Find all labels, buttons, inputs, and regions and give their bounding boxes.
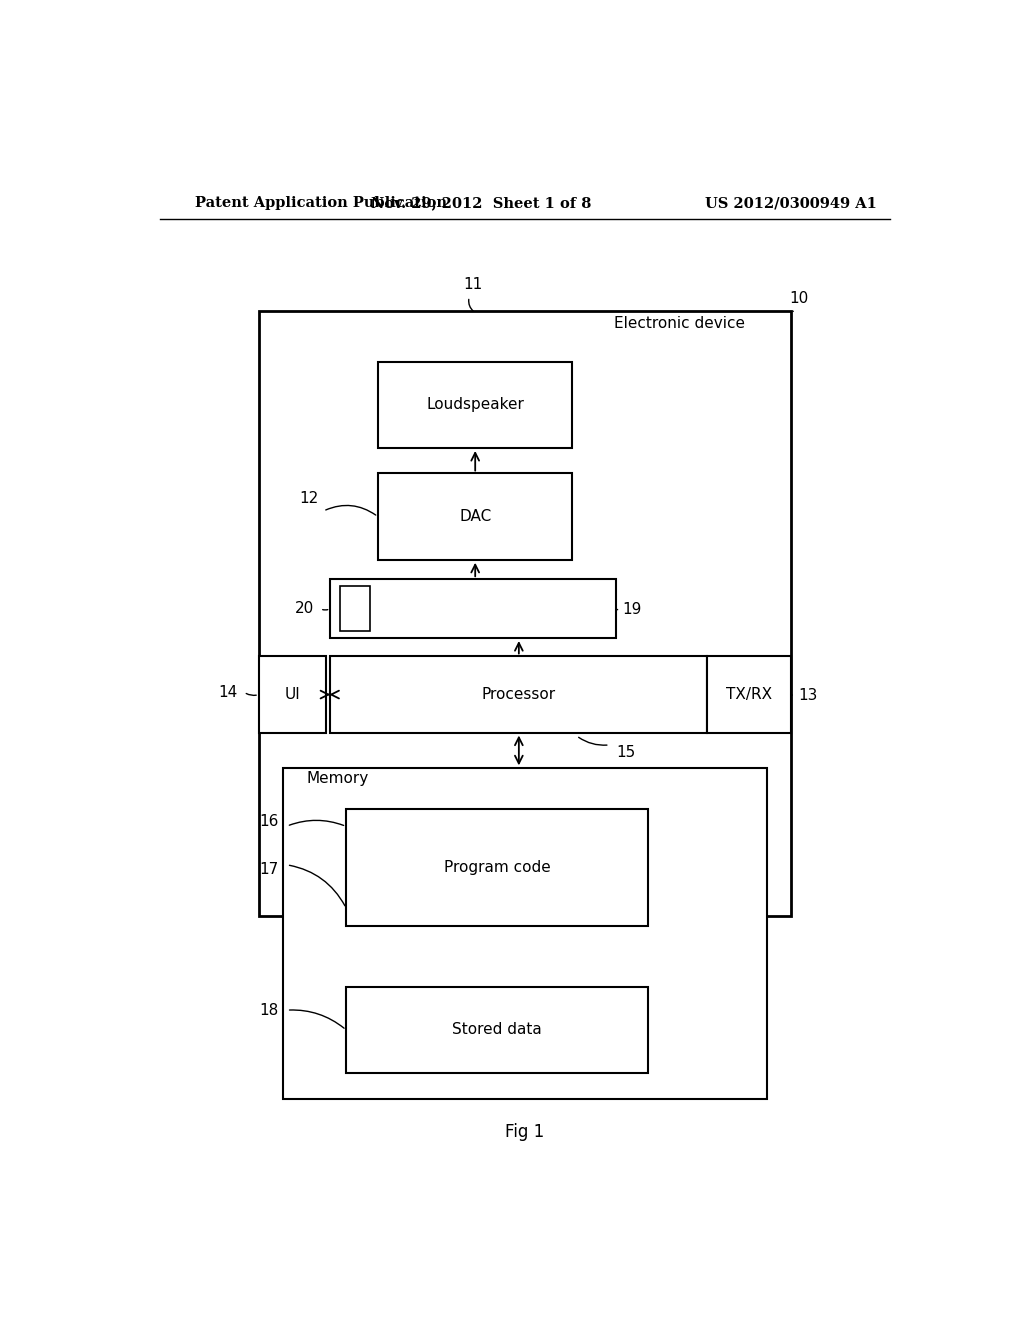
Text: 15: 15 [616, 746, 635, 760]
Text: 20: 20 [295, 601, 313, 616]
Text: 11: 11 [464, 277, 483, 292]
Text: Program code: Program code [443, 859, 550, 875]
Text: US 2012/0300949 A1: US 2012/0300949 A1 [705, 197, 877, 210]
Text: 13: 13 [799, 688, 818, 702]
Text: 18: 18 [260, 1003, 279, 1018]
Text: 19: 19 [623, 602, 642, 618]
Text: 17: 17 [260, 862, 279, 878]
Text: Electronic device: Electronic device [614, 315, 745, 330]
Text: Fig 1: Fig 1 [505, 1123, 545, 1140]
Text: 16: 16 [259, 813, 279, 829]
Bar [331, 579, 616, 638]
Bar [259, 312, 791, 916]
Text: 10: 10 [788, 292, 808, 306]
Text: Processor: Processor [481, 686, 556, 702]
Text: Nov. 29, 2012  Sheet 1 of 8: Nov. 29, 2012 Sheet 1 of 8 [371, 197, 591, 210]
Text: Patent Application Publication: Patent Application Publication [196, 197, 447, 210]
Text: DAC: DAC [459, 510, 492, 524]
Bar [340, 586, 370, 631]
Text: 14: 14 [218, 685, 238, 700]
Text: Memory: Memory [306, 771, 369, 785]
Text: Loudspeaker: Loudspeaker [426, 397, 524, 412]
Bar [283, 768, 767, 1098]
Text: TX/RX: TX/RX [726, 686, 772, 702]
Bar [346, 987, 648, 1073]
Bar [346, 809, 648, 925]
Text: Stored data: Stored data [453, 1023, 542, 1038]
Bar [708, 656, 791, 733]
Bar [378, 362, 572, 447]
Text: UI: UI [285, 686, 301, 702]
Bar [259, 656, 327, 733]
Bar [378, 474, 572, 560]
Text: 12: 12 [299, 491, 318, 507]
Bar [331, 656, 708, 733]
